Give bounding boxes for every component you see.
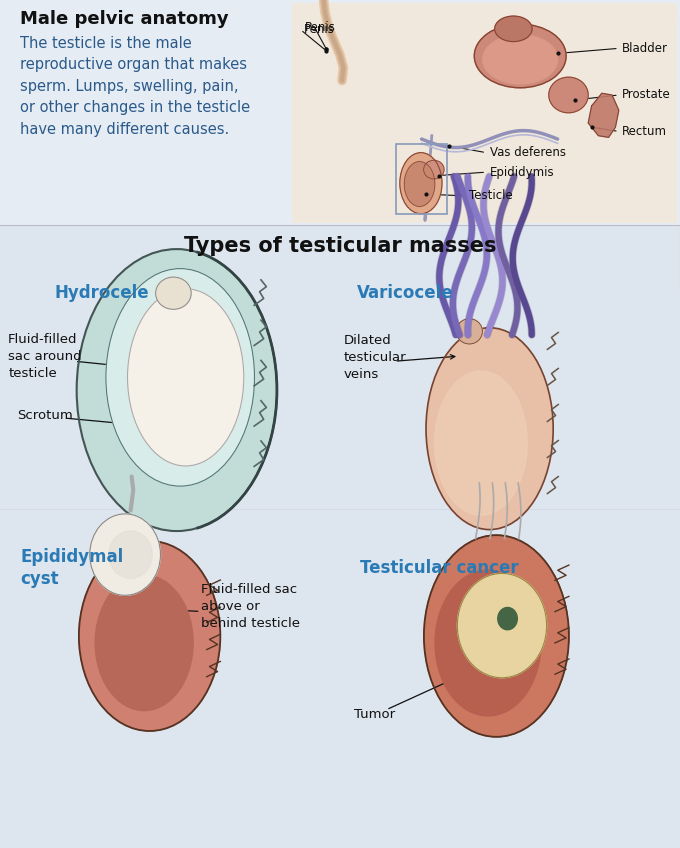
Text: Epididymal
cyst: Epididymal cyst — [20, 548, 124, 589]
Ellipse shape — [106, 269, 254, 486]
Text: Fluid-filled
sac around
testicle: Fluid-filled sac around testicle — [8, 332, 82, 380]
Text: Rectum: Rectum — [622, 125, 667, 138]
Ellipse shape — [90, 514, 160, 595]
Text: Tumor: Tumor — [354, 707, 394, 721]
Ellipse shape — [400, 153, 442, 214]
Ellipse shape — [404, 161, 435, 206]
Ellipse shape — [156, 277, 191, 310]
Ellipse shape — [435, 570, 541, 716]
Text: Fluid-filled sac
above or
behind testicle: Fluid-filled sac above or behind testicl… — [201, 583, 300, 630]
Bar — [396, 144, 447, 214]
Text: Scrotum: Scrotum — [17, 409, 73, 422]
Text: Penis: Penis — [304, 23, 335, 36]
Polygon shape — [588, 93, 619, 137]
Ellipse shape — [424, 535, 569, 737]
Ellipse shape — [456, 319, 482, 344]
Text: Bladder: Bladder — [622, 42, 668, 55]
Text: Vas deferens: Vas deferens — [490, 146, 566, 159]
Ellipse shape — [95, 575, 193, 711]
Ellipse shape — [426, 327, 553, 529]
Text: Dilated
testicular
veins: Dilated testicular veins — [343, 334, 406, 382]
Ellipse shape — [494, 16, 532, 42]
Ellipse shape — [475, 25, 566, 88]
Text: Testicle: Testicle — [469, 189, 513, 203]
Text: Varicocele: Varicocele — [357, 283, 454, 302]
Text: Hydrocele: Hydrocele — [54, 283, 149, 302]
Text: Penis: Penis — [305, 20, 335, 34]
Ellipse shape — [109, 531, 152, 578]
Ellipse shape — [498, 607, 517, 630]
Ellipse shape — [483, 35, 558, 84]
Ellipse shape — [79, 541, 220, 731]
Text: Male pelvic anatomy: Male pelvic anatomy — [20, 10, 229, 28]
FancyBboxPatch shape — [292, 3, 677, 223]
Text: Epididymis: Epididymis — [490, 165, 554, 179]
Ellipse shape — [549, 77, 588, 113]
Ellipse shape — [458, 573, 547, 678]
Text: The testicle is the male
reproductive organ that makes
sperm. Lumps, swelling, p: The testicle is the male reproductive or… — [20, 36, 250, 137]
Ellipse shape — [128, 288, 244, 466]
Text: Types of testicular masses: Types of testicular masses — [184, 236, 496, 256]
FancyBboxPatch shape — [0, 0, 680, 225]
Ellipse shape — [77, 249, 277, 531]
Text: Testicular cancer: Testicular cancer — [360, 559, 519, 577]
Text: Prostate: Prostate — [622, 88, 671, 102]
Ellipse shape — [424, 160, 444, 179]
Ellipse shape — [435, 371, 527, 515]
